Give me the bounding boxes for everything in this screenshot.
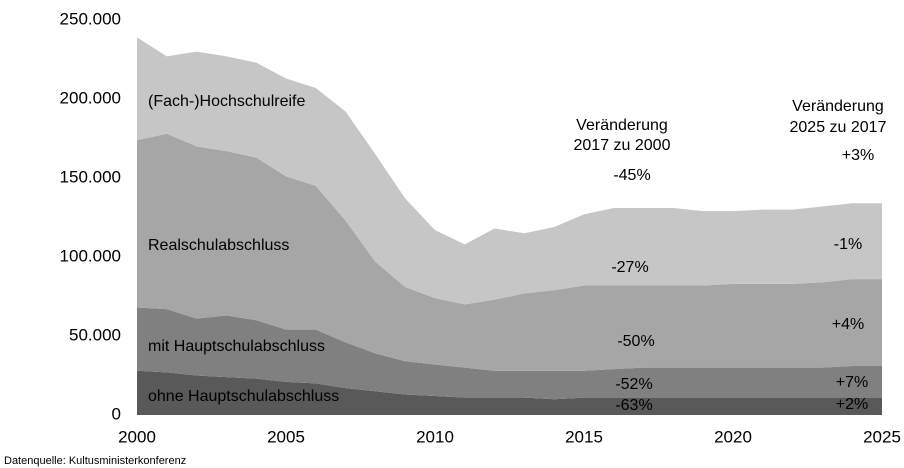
annotation: -52%	[615, 376, 652, 393]
y-tick-label: 250.000	[60, 9, 121, 28]
x-tick-label: 2005	[267, 427, 305, 446]
series-label: Realschulabschluss	[148, 237, 289, 254]
y-tick-label: 100.000	[60, 246, 121, 265]
series-label: mit Hauptschulabschluss	[148, 338, 325, 355]
x-tick-label: 2010	[416, 427, 454, 446]
area	[137, 37, 882, 305]
area	[137, 133, 882, 371]
annotation: +3%	[842, 147, 874, 164]
annotation: -27%	[611, 259, 648, 276]
x-tick-label: 2015	[565, 427, 603, 446]
annotation: +4%	[832, 316, 864, 333]
annotation: -50%	[617, 333, 654, 350]
annotation: +7%	[836, 374, 868, 391]
x-tick-label: 2020	[714, 427, 752, 446]
area	[137, 307, 882, 400]
x-tick-label: 2025	[863, 427, 901, 446]
source: Datenquelle: Kultusministerkonferenz	[4, 455, 186, 467]
y-tick-label: 0	[112, 404, 121, 423]
annotation: Veränderung	[576, 117, 668, 134]
area	[137, 370, 882, 415]
series-label: (Fach-)Hochschulreife	[148, 93, 305, 110]
annotation: -45%	[613, 167, 650, 184]
x-tick-label: 2000	[118, 427, 156, 446]
annotation: Veränderung	[792, 98, 884, 115]
annotation: -1%	[834, 236, 862, 253]
y-tick-label: 50.000	[69, 325, 121, 344]
annotation: +2%	[836, 396, 868, 413]
annotation: 2017 zu 2000	[574, 137, 671, 154]
series-label: ohne Hauptschulabschluss	[148, 388, 339, 405]
y-tick-label: 150.000	[60, 167, 121, 186]
annotation: -63%	[615, 397, 652, 414]
annotation: 2025 zu 2017	[790, 119, 887, 136]
y-tick-label: 200.000	[60, 88, 121, 107]
